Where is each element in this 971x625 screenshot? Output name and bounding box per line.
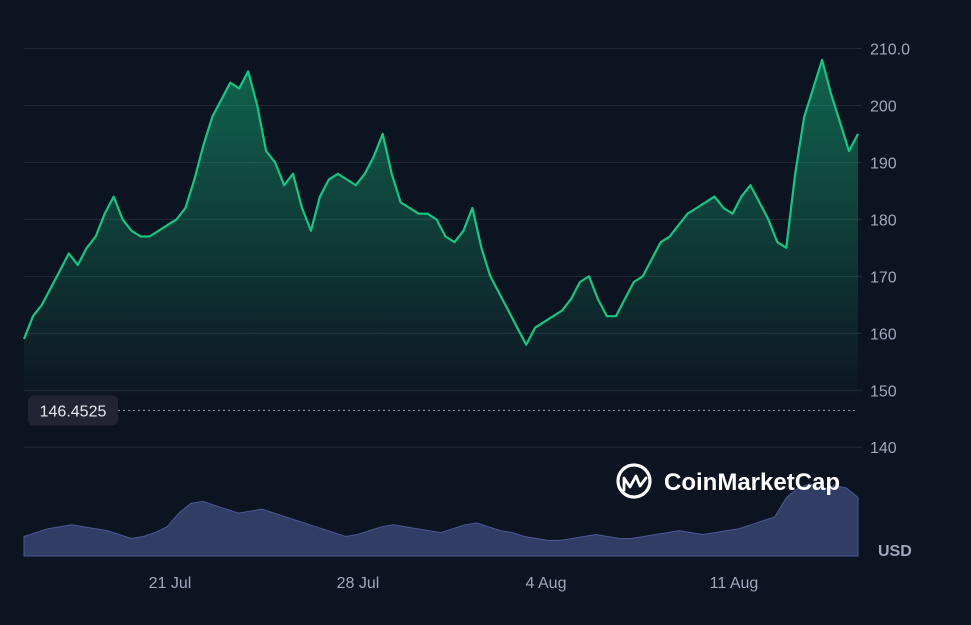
y-tick-label: 190 [870,155,897,172]
coinmarketcap-watermark: CoinMarketCap [616,463,840,499]
y-tick-label: 200 [870,98,897,115]
price-line [22,58,859,346]
y-tick-label: 140 [870,440,897,457]
x-tick-label: 28 Jul [337,575,380,592]
x-tick-label: 21 Jul [149,575,192,592]
x-tick-label: 11 Aug [710,575,759,592]
reference-label: 146.4525 [40,403,107,420]
y-tick-label: 210.0 [870,41,910,58]
currency-label: USD [878,543,912,560]
y-tick-label: 170 [870,269,897,286]
y-axis-labels: 210.0 200 190 180 170 160 150 140 [870,41,910,457]
x-axis-labels: 21 Jul 28 Jul 4 Aug 11 Aug [149,575,759,592]
volume-bars [23,483,859,557]
watermark-text: CoinMarketCap [664,469,840,496]
coinmarketcap-logo-icon [616,463,652,499]
volume-area [23,483,859,557]
logo-m-mark [622,474,648,492]
logo-ring [616,463,652,499]
y-tick-label: 150 [870,383,897,400]
y-tick-label: 180 [870,212,897,229]
reference-label-background [28,395,118,426]
y-tick-label: 160 [870,326,897,343]
x-tick-label: 4 Aug [526,575,567,592]
price-area [22,58,859,402]
price-area-fill [24,59,858,402]
reference-line-group: 146.4525 [28,395,858,426]
